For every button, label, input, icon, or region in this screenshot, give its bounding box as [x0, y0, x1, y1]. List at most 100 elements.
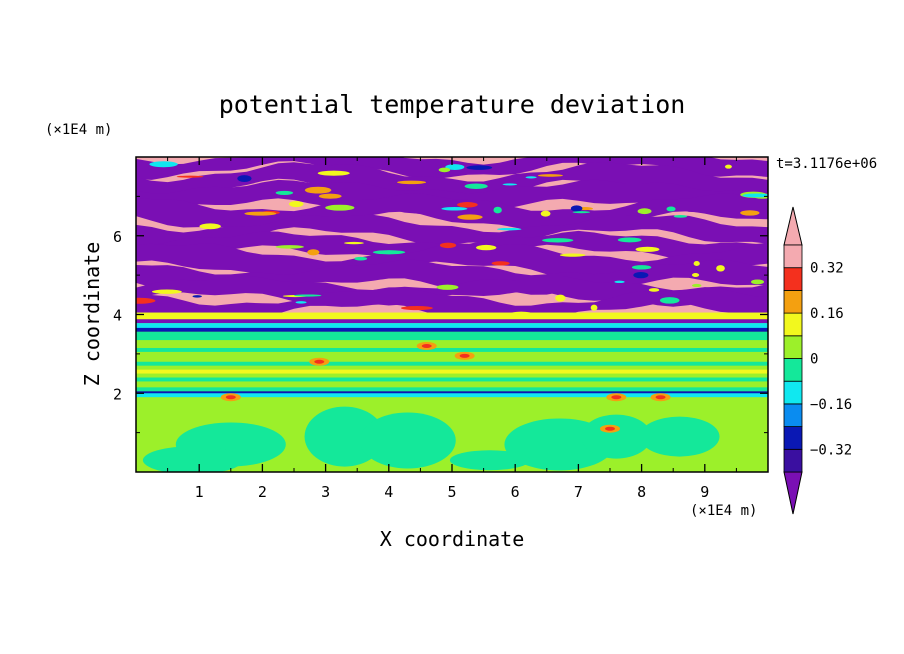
x-tick-label: 6 — [511, 483, 520, 501]
colorbar-segment — [783, 380, 803, 405]
contour-streak — [659, 297, 680, 304]
contour-streak — [740, 210, 760, 216]
contour-streak — [295, 301, 307, 304]
contour-streak — [724, 164, 732, 169]
contour-streak — [751, 279, 765, 285]
x-tick-label: 8 — [637, 483, 646, 501]
contour-streak — [372, 250, 406, 255]
contour-streak — [199, 223, 221, 230]
layer-cyan — [136, 323, 768, 330]
contour-streak — [344, 241, 364, 245]
layer-stripe — [136, 369, 768, 374]
contour-streak — [304, 186, 332, 194]
y-axis-label: Z coordinate — [80, 242, 104, 387]
contour-streak — [275, 245, 304, 249]
colorbar-extend-low — [783, 471, 803, 515]
contour-streak — [559, 253, 586, 257]
colorbar-segment — [783, 335, 803, 359]
contour-streak — [496, 227, 522, 231]
contour-spot-core — [421, 344, 432, 348]
contour-spot-core — [605, 426, 615, 431]
contour-spot-core — [225, 395, 236, 400]
contour-band — [136, 287, 768, 323]
x-tick-label: 2 — [258, 483, 267, 501]
colorbar: 0.32 0.16 0 −0.16 −0.32 — [783, 206, 852, 515]
colorbar-tick-label: 0.16 — [810, 306, 844, 322]
contour-streak — [633, 271, 649, 279]
colorbar-extend-high — [783, 206, 803, 246]
contour-streak — [691, 272, 700, 278]
x-unit-label: (×1E4 m) — [690, 503, 757, 519]
contour-streak — [742, 193, 768, 198]
contour-streak — [555, 294, 566, 302]
contour-band — [136, 242, 768, 282]
contour-streak — [325, 204, 355, 211]
contour-streak — [317, 170, 350, 176]
colorbar-segment — [783, 267, 803, 291]
contour-streak — [149, 161, 178, 168]
contour-streak — [631, 265, 652, 270]
layer-stripe — [136, 377, 768, 382]
contour-streak — [614, 280, 625, 284]
colorbar-segment — [783, 244, 803, 269]
contour-streak — [457, 214, 483, 220]
chart-title: potential temperature deviation — [219, 90, 686, 119]
layer-stripe — [136, 387, 768, 392]
contour-streak — [673, 215, 688, 218]
contour-band — [136, 179, 768, 214]
layer-stripe — [136, 393, 768, 398]
contour-streak — [542, 238, 574, 243]
contour-streak — [244, 211, 277, 216]
contour-streak — [525, 176, 537, 179]
contour-streak — [136, 297, 156, 304]
contour-streak — [572, 211, 591, 214]
contour-streak — [445, 164, 465, 170]
contour-streak — [590, 304, 598, 311]
layer-purple — [136, 319, 768, 324]
contour-streak — [354, 256, 368, 261]
contour-streak — [491, 261, 510, 266]
colorbar-segment — [783, 448, 803, 473]
x-tick-label: 4 — [384, 483, 393, 501]
contour-streak — [716, 265, 725, 272]
contour-streak — [648, 288, 660, 292]
colorbar-tick-label: 0.32 — [810, 261, 844, 277]
x-axis-label: X coordinate — [380, 527, 525, 551]
colorbar-segment — [783, 312, 803, 337]
contour-spot-core — [655, 395, 666, 400]
x-tick-label: 5 — [447, 483, 456, 501]
contour-streak — [493, 206, 502, 214]
x-axis: 1 2 3 4 5 6 7 8 9 — [167, 157, 737, 501]
x-tick-label: 3 — [321, 483, 330, 501]
contour-blob — [359, 412, 456, 469]
contour-streak — [635, 246, 660, 252]
contour-streak — [176, 175, 204, 178]
contour-streak — [318, 193, 342, 199]
colorbar-segment — [783, 289, 803, 314]
contour-blob — [639, 416, 720, 457]
time-label: t=3.1176e+06 — [776, 156, 877, 172]
layer-stripe — [136, 361, 768, 366]
contour-spot-core — [314, 359, 325, 364]
colorbar-tick-label: −0.16 — [810, 397, 852, 413]
layer-blue — [136, 327, 768, 332]
contour-streak — [466, 165, 493, 170]
contour-blob — [449, 450, 530, 471]
contour-band — [136, 214, 768, 248]
layer-yellow — [136, 312, 768, 321]
contour-streak — [570, 205, 583, 212]
contour-streak — [288, 200, 304, 208]
contour-streak — [400, 305, 433, 311]
y-tick-label: 6 — [113, 228, 122, 246]
contour-streak — [457, 202, 478, 208]
contour-streak — [637, 208, 652, 215]
contour-blob — [581, 414, 652, 459]
contour-field — [136, 157, 768, 472]
layer-teal — [136, 331, 768, 341]
contour-streak — [307, 249, 320, 256]
contour-streak — [151, 289, 182, 294]
colorbar-segment — [783, 426, 803, 450]
colorbar-segment — [783, 358, 803, 382]
contour-streak — [666, 206, 676, 212]
